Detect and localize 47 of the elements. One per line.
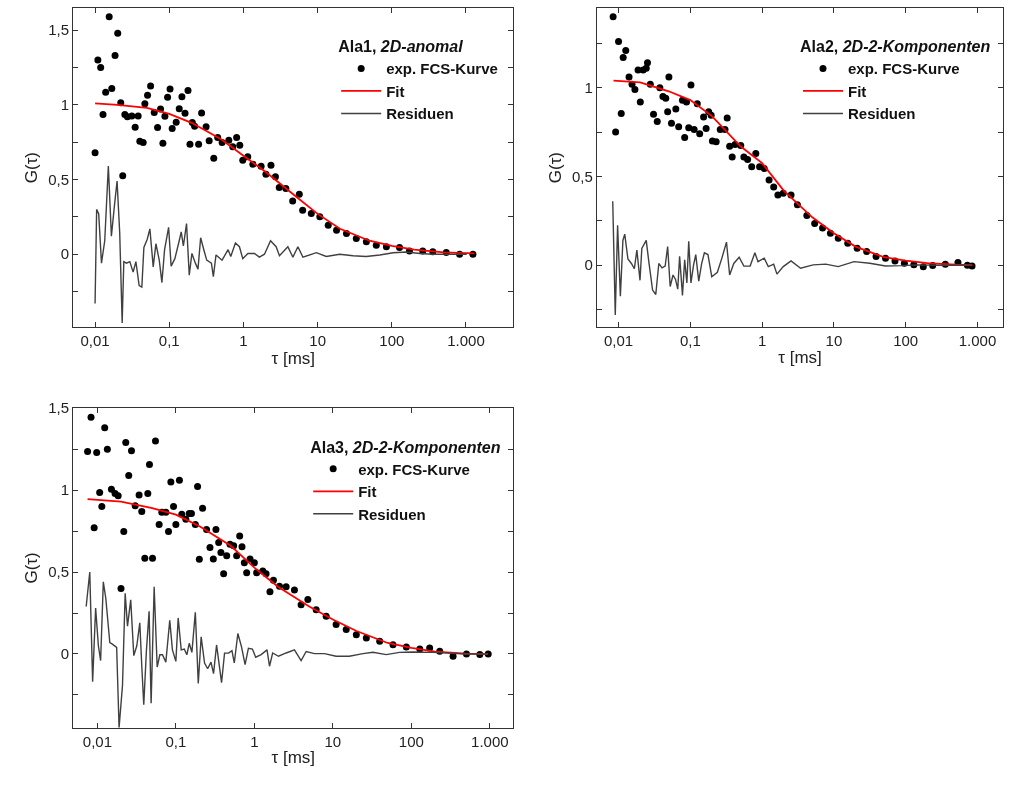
- y-tick-label: 1: [584, 78, 593, 96]
- x-tick-label: 0,01: [603, 332, 634, 350]
- legend-title: Ala2, 2D-2-Komponenten: [799, 38, 991, 56]
- legend-title: Ala1, 2D-anomal: [338, 38, 464, 56]
- y-tick-label: 1,5: [48, 21, 70, 39]
- x-tick-label: 100: [379, 332, 405, 350]
- x-tick-label: 1: [250, 732, 259, 750]
- legend-label: Residuen: [386, 105, 454, 123]
- y-tick-label: 0,5: [48, 170, 70, 188]
- y-tick-label: 1: [60, 481, 70, 499]
- x-axis-title: τ [ms]: [271, 748, 316, 768]
- x-tick-label: 100: [893, 332, 919, 350]
- x-tick-label: 1.000: [471, 732, 509, 750]
- x-tick-label: 1: [757, 332, 767, 350]
- x-tick-label: 10: [324, 732, 342, 750]
- y-tick-label: 0: [60, 645, 70, 663]
- y-tick-label: 0: [60, 245, 70, 263]
- y-tick-label: 0,5: [48, 563, 70, 581]
- x-axis-title: τ [ms]: [271, 349, 316, 369]
- y-axis-title: G(τ): [21, 151, 41, 184]
- y-tick-label: 0: [584, 256, 593, 274]
- legend-label: Fit: [358, 483, 377, 501]
- y-tick-label: 1,5: [48, 399, 70, 417]
- x-tick-label: 100: [398, 732, 424, 750]
- legend-label: exp. FCS-Kurve: [847, 60, 960, 78]
- y-axis-title: G(τ): [545, 151, 565, 184]
- x-tick-label: 1.000: [958, 332, 997, 350]
- legend-label: Fit: [386, 82, 405, 100]
- x-tick-label: 1.000: [447, 332, 485, 350]
- x-tick-label: 0,01: [82, 732, 112, 750]
- y-axis-title: G(τ): [21, 552, 41, 584]
- x-tick-label: 10: [825, 332, 843, 350]
- legend-label: Residuen: [358, 505, 426, 523]
- legend-title: Ala3, 2D-2-Komponenten: [310, 438, 501, 456]
- legend-label: Fit: [847, 82, 867, 100]
- legend-label: exp. FCS-Kurve: [386, 60, 498, 78]
- x-tick-label: 0,1: [165, 732, 187, 750]
- x-tick-label: 0,1: [679, 332, 701, 350]
- x-axis-title: τ [ms]: [778, 347, 822, 367]
- x-tick-label: 10: [309, 332, 326, 350]
- y-tick-label: 1: [60, 96, 70, 114]
- legend-label: Residuen: [847, 105, 916, 123]
- y-tick-label: 0,5: [571, 167, 593, 185]
- x-tick-label: 1: [239, 332, 248, 350]
- x-tick-label: 0,1: [158, 332, 180, 350]
- legend-label: exp. FCS-Kurve: [358, 460, 470, 478]
- x-tick-label: 0,01: [80, 332, 110, 350]
